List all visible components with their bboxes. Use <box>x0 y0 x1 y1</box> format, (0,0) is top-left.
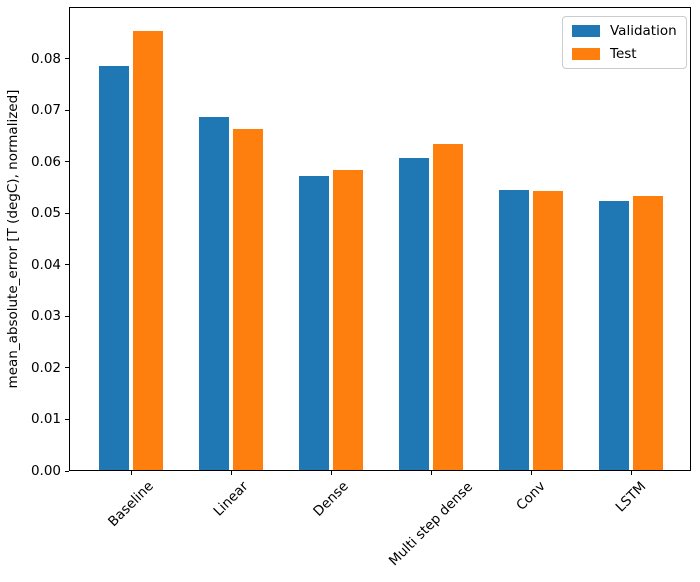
y-tick-label: 0.04 <box>30 256 61 273</box>
x-tick-label-linear: Linear <box>210 478 252 520</box>
bar-test-conv <box>533 191 563 471</box>
x-tick-label-lstm: LSTM <box>612 478 650 516</box>
legend-swatch-test <box>572 48 600 60</box>
y-tick-mark <box>65 367 69 369</box>
x-tick-mark <box>430 471 432 475</box>
legend-item-validation: Validation <box>572 23 677 39</box>
x-tick-label-baseline: Baseline <box>105 478 157 530</box>
legend-item-test: Test <box>572 46 677 62</box>
y-tick-mark <box>65 470 69 472</box>
x-tick-mark <box>330 471 332 475</box>
bar-test-dense <box>333 170 363 471</box>
y-tick-mark <box>65 58 69 60</box>
x-tick-mark <box>630 471 632 475</box>
legend-label-validation: Validation <box>610 23 677 39</box>
y-tick-label: 0.01 <box>30 411 61 428</box>
bar-validation-dense <box>299 176 329 471</box>
y-tick-mark <box>65 315 69 317</box>
y-axis-label: mean_absolute_error [T (degC), normalize… <box>5 89 21 389</box>
y-tick-mark <box>65 212 69 214</box>
legend: Validation Test <box>562 16 687 69</box>
y-tick-label: 0.00 <box>30 463 61 479</box>
y-tick-mark <box>65 161 69 163</box>
y-tick-label: 0.02 <box>30 359 61 376</box>
x-tick-mark <box>130 471 132 475</box>
y-tick-mark <box>65 109 69 111</box>
x-tick-mark <box>230 471 232 475</box>
bar-validation-baseline <box>99 66 129 471</box>
x-tick-label-dense: Dense <box>310 478 352 520</box>
bar-test-lstm <box>633 196 663 471</box>
y-tick-label: 0.06 <box>30 153 61 170</box>
bar-validation-lstm <box>599 200 629 471</box>
x-tick-label-multi-step-dense: Multi step dense <box>385 478 477 569</box>
y-tick-label: 0.08 <box>30 50 61 67</box>
y-tick-label: 0.03 <box>30 308 61 325</box>
bar-validation-multi-step-dense <box>399 158 429 471</box>
y-tick-mark <box>65 418 69 420</box>
bar-validation-conv <box>499 190 529 471</box>
bar-test-linear <box>233 128 263 471</box>
bar-test-baseline <box>133 31 163 471</box>
plot-area <box>69 7 691 471</box>
y-tick-label: 0.05 <box>30 205 61 222</box>
y-tick-label: 0.07 <box>30 102 61 119</box>
legend-swatch-validation <box>572 25 600 37</box>
y-tick-mark <box>65 264 69 266</box>
x-tick-label-conv: Conv <box>513 478 549 514</box>
bar-validation-linear <box>199 116 229 471</box>
x-tick-mark <box>530 471 532 475</box>
legend-label-test: Test <box>610 46 637 62</box>
bar-test-multi-step-dense <box>433 144 463 471</box>
